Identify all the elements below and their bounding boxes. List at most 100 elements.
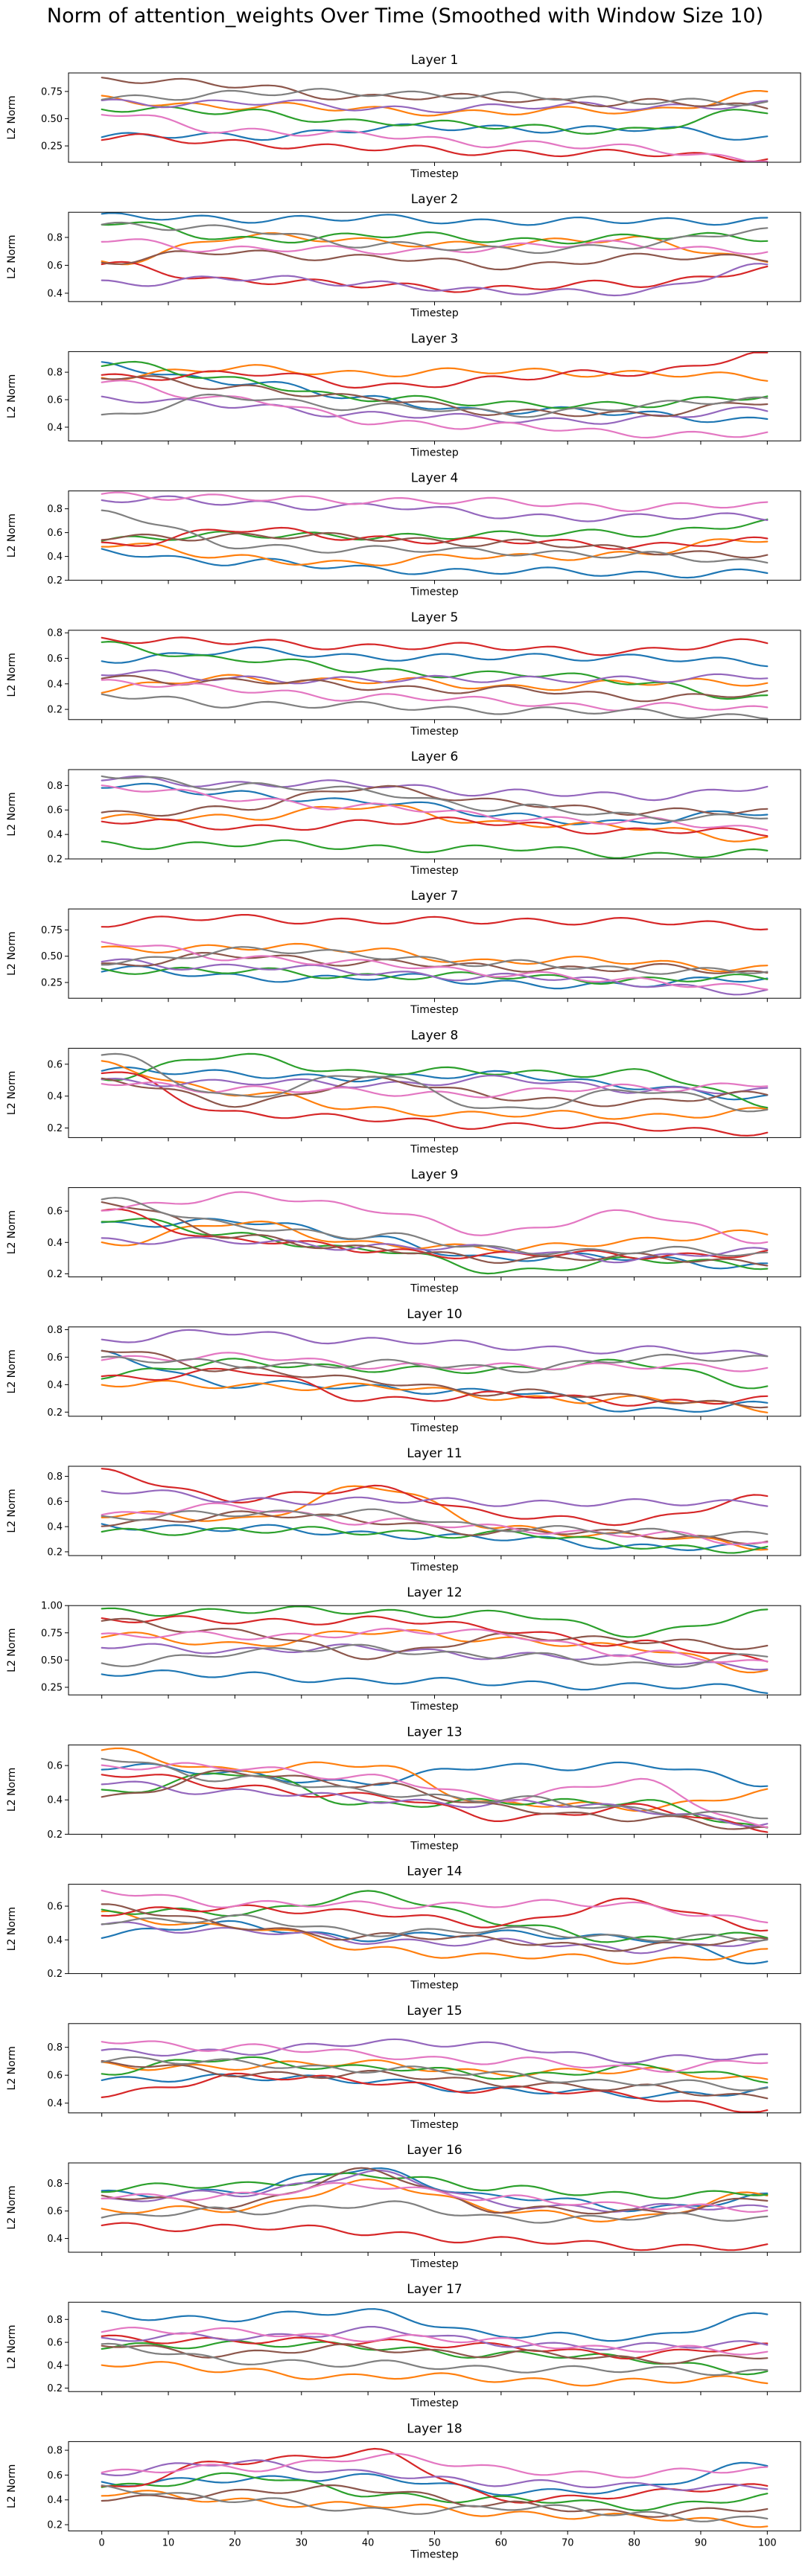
series-line <box>101 351 769 389</box>
axes-frame <box>68 2441 801 2531</box>
y-tick-label: 0.25 <box>41 141 63 153</box>
y-tick-label: 0.75 <box>41 86 63 98</box>
y-tick-label: 0.4 <box>47 1091 63 1102</box>
y-tick-label: 0.8 <box>47 2315 63 2326</box>
y-tick-label: 0.8 <box>47 368 63 379</box>
subplot-layer-1: Layer 1 0.25 0.50 0.75 Timestep L2 Norm <box>6 53 801 180</box>
x-axis-label: Timestep <box>410 1143 459 1155</box>
y-tick-label: 0.8 <box>47 504 63 515</box>
y-tick-label: 0.4 <box>47 2495 63 2506</box>
series-line <box>101 221 769 245</box>
series-line <box>101 2340 769 2376</box>
y-tick-label: 0.25 <box>41 1682 63 1693</box>
series-line <box>101 2059 769 2100</box>
series-line <box>101 2327 769 2356</box>
y-tick-label: 0.6 <box>47 1206 63 1218</box>
series-line <box>101 784 769 817</box>
series-line <box>101 2452 769 2478</box>
y-axis-label: L2 Norm <box>6 1907 18 1951</box>
y-tick-label: 0.6 <box>47 2071 63 2082</box>
y-tick-label: 0.4 <box>47 830 63 841</box>
series-line <box>101 1358 769 1390</box>
series-line <box>101 212 769 226</box>
x-axis-label: Timestep <box>410 168 459 180</box>
y-tick-label: 0.4 <box>47 2360 63 2371</box>
x-axis-label: Timestep <box>410 1422 459 1434</box>
subplot-title: Layer 11 <box>407 1446 462 1461</box>
series-line <box>101 679 769 712</box>
y-tick-label: 0.2 <box>47 2520 63 2531</box>
series-line <box>101 132 769 162</box>
subplot-layer-18: Layer 18 0.2 0.4 0.6 0.8 0 10 20 30 40 50 60 70 80 90 1… <box>6 2421 801 2560</box>
y-tick-label: 0.50 <box>41 114 63 125</box>
y-tick-label: 0.50 <box>41 951 63 962</box>
y-tick-label: 0.6 <box>47 528 63 539</box>
series-line <box>101 1349 769 1409</box>
series-line <box>101 1903 769 1952</box>
y-axis-label: L2 Norm <box>6 374 18 418</box>
series-line <box>101 2484 769 2522</box>
y-axis-label: L2 Norm <box>6 1349 18 1393</box>
subplot-title: Layer 4 <box>411 471 459 486</box>
y-tick-label: 0.6 <box>47 261 63 272</box>
x-tick-label: 100 <box>758 2537 777 2548</box>
series-line <box>101 518 769 542</box>
series-line <box>101 2484 769 2518</box>
x-axis-label: Timestep <box>410 726 459 738</box>
series-line <box>101 1329 769 1358</box>
series-line <box>101 1485 769 1551</box>
subplot-layer-13: Layer 13 0.2 0.4 0.6 Timestep L2 Norm <box>6 1725 801 1852</box>
series-line <box>101 2361 769 2387</box>
series-line <box>101 1910 769 1965</box>
series-line <box>101 1352 769 1372</box>
series-line <box>101 816 769 837</box>
y-tick-label: 0.4 <box>47 552 63 563</box>
series-line <box>101 839 769 859</box>
series-line <box>101 1349 769 1413</box>
series-line <box>101 674 769 694</box>
subplot-title: Layer 6 <box>411 750 459 764</box>
series-line <box>101 1617 769 1661</box>
subplot-title: Layer 5 <box>411 610 459 625</box>
series-line <box>101 1774 769 1833</box>
subplot-title: Layer 1 <box>411 53 459 68</box>
series-line <box>101 1197 769 1257</box>
y-axis-label: L2 Norm <box>6 653 18 697</box>
y-axis-label: L2 Norm <box>6 932 18 976</box>
x-tick-label: 80 <box>628 2537 640 2548</box>
y-tick-label: 0.2 <box>47 1547 63 1558</box>
y-tick-label: 0.4 <box>47 1380 63 1391</box>
y-tick-label: 0.25 <box>41 978 63 989</box>
x-tick-label: 20 <box>229 2537 241 2548</box>
series-line <box>101 946 769 975</box>
subplot-title: Layer 18 <box>407 2421 462 2436</box>
x-axis-label: Timestep <box>410 587 459 598</box>
subplot-layer-10: Layer 10 0.2 0.4 0.6 0.8 Timestep L2 Norm <box>6 1307 801 1434</box>
series-line <box>101 531 769 559</box>
series-line <box>101 641 769 700</box>
subplot-layer-17: Layer 17 0.2 0.4 0.6 0.8 Timestep L2 Norm <box>6 2282 801 2409</box>
y-tick-label: 0.4 <box>47 1522 63 1533</box>
subplot-layer-12: Layer 12 0.25 0.50 0.75 1.00 Timestep L2 Norm <box>6 1585 801 1713</box>
y-tick-label: 1.00 <box>41 1601 63 1612</box>
series-line <box>101 2038 769 2065</box>
series-line <box>101 2056 769 2084</box>
series-line <box>101 646 769 668</box>
y-tick-label: 0.2 <box>47 575 63 587</box>
subplots: Layer 1 0.25 0.50 0.75 Timestep L2 Norm Layer … <box>6 53 801 2560</box>
series-line <box>101 106 769 135</box>
x-axis-label: Timestep <box>410 1701 459 1713</box>
series-line <box>101 1468 769 1527</box>
y-tick-label: 0.8 <box>47 1471 63 1483</box>
series-line <box>101 77 769 109</box>
series-line <box>101 90 769 117</box>
x-axis-label: Timestep <box>410 2397 459 2409</box>
subplot-title: Layer 12 <box>407 1585 462 1600</box>
series-line <box>101 1643 769 1671</box>
x-tick-label: 0 <box>99 2537 105 2548</box>
series-line <box>101 1201 769 1267</box>
subplot-layer-2: Layer 2 0.4 0.6 0.8 Timestep L2 Norm <box>6 192 801 319</box>
subplot-title: Layer 17 <box>407 2282 462 2297</box>
series-line <box>101 1071 769 1137</box>
